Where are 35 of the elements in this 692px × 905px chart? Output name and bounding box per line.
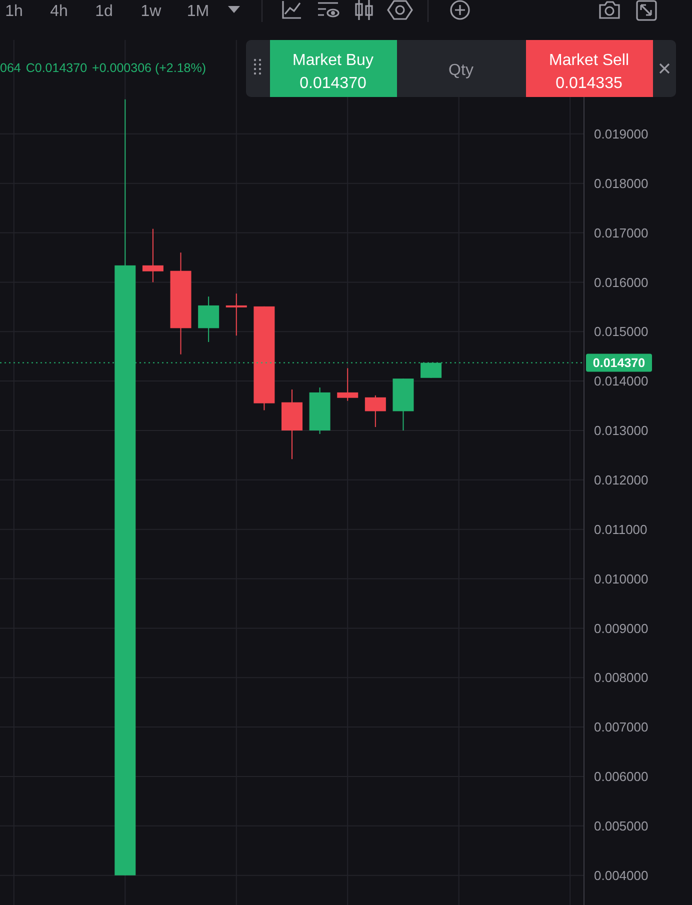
candlestick bbox=[142, 228, 164, 283]
ref-line-label: 0.014370 bbox=[592, 356, 646, 370]
text: 1d bbox=[95, 3, 113, 20]
text: 1w bbox=[140, 3, 162, 20]
y-tick-label: 0.012000 bbox=[594, 472, 648, 488]
annotation: C0.014370 bbox=[26, 61, 88, 75]
annotation: Qty bbox=[448, 62, 474, 79]
y-tick-label: 0.013000 bbox=[594, 423, 648, 438]
y-tick-label: 0.014000 bbox=[594, 374, 648, 389]
y-tick-label: 0.016000 bbox=[594, 274, 648, 290]
candlestick bbox=[364, 394, 386, 428]
candlestick bbox=[226, 293, 247, 336]
candlestick bbox=[198, 296, 220, 343]
annotation: Market Buy bbox=[292, 52, 374, 69]
annotation: 0.014335 bbox=[556, 75, 622, 92]
y-tick-label: 0.005000 bbox=[594, 818, 648, 834]
text: 4h bbox=[50, 3, 68, 20]
annotation: +0.000306 (+2.18%) bbox=[92, 61, 206, 75]
y-tick-label: 0.004000 bbox=[594, 868, 648, 883]
annotation: 0.014370 bbox=[300, 75, 366, 92]
y-tick-label: 0.015000 bbox=[594, 324, 648, 340]
y-tick-label: 0.018000 bbox=[594, 176, 648, 191]
y-tick-label: 0.010000 bbox=[594, 571, 648, 586]
y-tick-label: 0.006000 bbox=[594, 769, 648, 784]
annotation: 064 bbox=[0, 61, 21, 75]
y-tick-label: 0.019000 bbox=[594, 126, 648, 142]
y-tick-label: 0.007000 bbox=[594, 720, 648, 735]
text: 1M bbox=[186, 3, 210, 20]
annotation: Market Sell bbox=[548, 52, 630, 69]
y-tick-label: 0.009000 bbox=[594, 620, 648, 636]
y-tick-label: 0.017000 bbox=[594, 225, 648, 240]
text: 1h bbox=[5, 3, 23, 20]
y-tick-label: 0.011000 bbox=[594, 522, 648, 537]
y-tick-label: 0.008000 bbox=[594, 670, 648, 686]
candlestick bbox=[337, 368, 358, 402]
